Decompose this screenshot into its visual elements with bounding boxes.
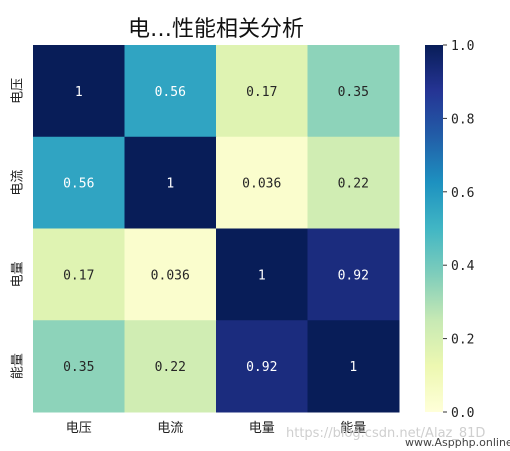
heatmap-cell-r1-c3 bbox=[307, 136, 400, 229]
heatmap-cell-r0-c1 bbox=[124, 45, 217, 138]
x-tick-label-3: 能量 bbox=[340, 421, 366, 436]
cell-value-label-r3-c2: 0.92 bbox=[246, 360, 277, 375]
cell-value-label-r2-c2: 1 bbox=[258, 268, 266, 283]
heatmap-cell-r0-c0 bbox=[33, 45, 125, 138]
heatmap-cell-r2-c0 bbox=[33, 228, 125, 321]
colorbar-tick-label-3: 0.6 bbox=[451, 186, 474, 201]
cell-value-label-r0-c1: 0.56 bbox=[155, 85, 186, 100]
heatmap-cell-r3-c1 bbox=[124, 320, 217, 413]
colorbar-tick-label-0: 0.0 bbox=[451, 406, 474, 421]
colorbar-tick-label-4: 0.8 bbox=[451, 112, 474, 127]
heatmap-cell-r2-c3 bbox=[307, 228, 400, 321]
heatmap-cell-r3-c2 bbox=[216, 320, 308, 413]
colorbar-tick-label-1: 0.2 bbox=[451, 333, 474, 348]
cell-value-label-r3-c3: 1 bbox=[349, 360, 357, 375]
cell-value-label-r0-c2: 0.17 bbox=[246, 85, 277, 100]
heatmap-cell-r2-c1 bbox=[124, 228, 217, 321]
cell-value-label-r2-c0: 0.17 bbox=[63, 268, 94, 283]
heatmap-cell-r0-c3 bbox=[307, 45, 400, 138]
heatmap-cells: 1 0.56 0.17 0.35 0.56 1 0.036 0.22 0.17 0.036 1 0.9… bbox=[33, 45, 400, 413]
watermark-url: https://blog.csdn.net/Alaz_81D bbox=[286, 426, 485, 441]
y-tick-label-3: 能量 bbox=[11, 353, 26, 379]
heatmap-cell-r3-c3 bbox=[307, 320, 400, 413]
heatmap-cell-r2-c2 bbox=[216, 228, 308, 321]
cell-value-label-r1-c3: 0.22 bbox=[338, 177, 369, 192]
cell-value-label-r3-c1: 0.22 bbox=[155, 360, 186, 375]
x-tick-label-0: 电压 bbox=[66, 421, 92, 436]
x-tick-label-1: 电流 bbox=[157, 421, 183, 436]
cell-value-label-r1-c2: 0.036 bbox=[242, 177, 281, 192]
colorbar bbox=[425, 45, 443, 412]
cell-value-label-r1-c1: 1 bbox=[166, 177, 174, 192]
cell-value-label-r0-c0: 1 bbox=[75, 85, 83, 100]
heatmap-cell-r1-c1 bbox=[124, 136, 217, 229]
heatmap-cell-r1-c0 bbox=[33, 136, 125, 229]
cell-value-label-r2-c1: 0.036 bbox=[151, 268, 190, 283]
heatmap-cell-r0-c2 bbox=[216, 45, 308, 138]
y-tick-label-2: 电量 bbox=[11, 261, 26, 287]
colorbar-tick-label-5: 1.0 bbox=[451, 39, 474, 54]
y-tick-label-0: 电压 bbox=[11, 78, 26, 104]
watermark-site: www.Aspphp.online bbox=[405, 436, 510, 449]
colorbar-ticks: 0.0 0.2 0.4 0.6 0.8 1.0 bbox=[443, 39, 475, 421]
cell-value-label-r2-c3: 0.92 bbox=[338, 268, 369, 283]
cell-value-label-r0-c3: 0.35 bbox=[338, 85, 369, 100]
cell-value-label-r3-c0: 0.35 bbox=[63, 360, 94, 375]
x-tick-label-2: 电量 bbox=[249, 421, 275, 436]
colorbar-tick-label-2: 0.4 bbox=[451, 259, 475, 274]
y-tick-label-1: 电流 bbox=[11, 170, 26, 196]
heatmap-cell-r1-c2 bbox=[216, 136, 308, 229]
heatmap-cell-r3-c0 bbox=[33, 320, 125, 413]
cell-value-label-r1-c0: 0.56 bbox=[63, 177, 94, 192]
x-axis-tick-labels: 电压 电流 电量 能量 bbox=[66, 421, 367, 436]
chart-title: 电…性能相关分析 bbox=[128, 17, 304, 42]
